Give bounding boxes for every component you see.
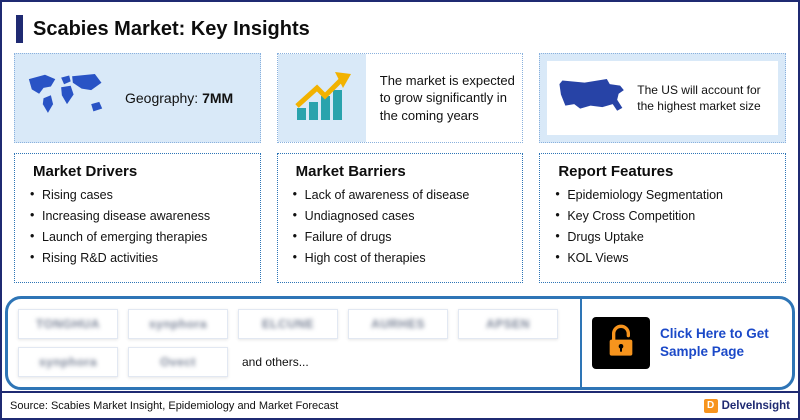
logo-text: synphora <box>148 317 207 331</box>
logo-text: TONGHUA <box>36 317 100 331</box>
panel-report-features: Report Features Epidemiology Segmentatio… <box>539 153 787 283</box>
logo-text: APSEN <box>486 317 530 331</box>
list-item: Failure of drugs <box>290 229 511 244</box>
list-item: Rising cases <box>27 187 248 202</box>
cta-label[interactable]: Click Here to Get Sample Page <box>660 325 769 359</box>
panel-title: Market Drivers <box>33 163 138 180</box>
geography-value: 7MM <box>202 89 234 106</box>
logo-text: AURHES <box>371 317 425 331</box>
growth-icon-panel <box>277 54 366 142</box>
features-list: Epidemiology Segmentation Key Cross Comp… <box>552 187 773 265</box>
company-logo: Ovect <box>128 347 228 377</box>
panel-market-barriers: Market Barriers Lack of awareness of dis… <box>276 153 524 283</box>
highlights-row: Geography: 7MM The market is expected to… <box>2 50 798 143</box>
panel-title: Market Barriers <box>295 163 406 180</box>
unlocked-padlock-icon <box>601 321 641 366</box>
company-logo: ELCUNE <box>238 309 338 339</box>
company-logo: TONGHUA <box>18 309 118 339</box>
highlight-geography-card: Geography: 7MM <box>14 53 261 143</box>
list-item: Rising R&D activities <box>27 250 248 265</box>
footer: Source: Scabies Market Insight, Epidemio… <box>2 391 798 418</box>
company-logo: synphora <box>18 347 118 377</box>
world-map-icon <box>23 68 111 129</box>
delveinsight-logo-icon: D <box>703 398 718 413</box>
geography-text: Geography: 7MM <box>119 89 239 108</box>
list-item: Epidemiology Segmentation <box>552 187 773 202</box>
panel-market-drivers: Market Drivers Rising cases Increasing d… <box>14 153 261 283</box>
company-logos: TONGHUA synphora ELCUNE AURHES APSEN syn… <box>8 299 580 387</box>
growth-chart-icon <box>291 70 353 127</box>
growth-text: The market is expected to grow significa… <box>379 72 515 123</box>
page-title: Scabies Market: Key Insights <box>33 17 310 40</box>
logo-row-2: synphora Ovect and others... <box>18 347 570 377</box>
panel-title: Report Features <box>558 163 674 180</box>
delveinsight-logo: D DelveInsight <box>703 398 790 413</box>
logo-text: synphora <box>38 355 97 369</box>
company-logo: synphora <box>128 309 228 339</box>
geography-label: Geography: <box>125 89 203 106</box>
logo-row-1: TONGHUA synphora ELCUNE AURHES APSEN <box>18 309 570 339</box>
highlight-growth-card: The market is expected to grow significa… <box>276 53 524 143</box>
list-item: Undiagnosed cases <box>290 208 511 223</box>
companies-band: TONGHUA synphora ELCUNE AURHES APSEN syn… <box>5 296 795 390</box>
logo-text: ELCUNE <box>261 317 315 331</box>
drivers-list: Rising cases Increasing disease awarenes… <box>27 187 248 265</box>
list-item: Key Cross Competition <box>552 208 773 223</box>
us-inner-card: The US will account for the highest mark… <box>547 61 778 135</box>
company-logo: AURHES <box>348 309 448 339</box>
sample-page-cta[interactable]: Click Here to Get Sample Page <box>580 299 792 387</box>
brand-name: DelveInsight <box>721 399 790 412</box>
panels-row: Market Drivers Rising cases Increasing d… <box>2 143 798 283</box>
source-text: Source: Scabies Market Insight, Epidemio… <box>10 399 339 412</box>
title-accent-bar <box>16 15 23 43</box>
list-item: KOL Views <box>552 250 773 265</box>
list-item: Launch of emerging therapies <box>27 229 248 244</box>
us-map-icon <box>555 73 629 124</box>
list-item: Lack of awareness of disease <box>290 187 511 202</box>
list-item: Increasing disease awareness <box>27 208 248 223</box>
list-item: High cost of therapies <box>290 250 511 265</box>
company-logo: APSEN <box>458 309 558 339</box>
list-item: Drugs Uptake <box>552 229 773 244</box>
lock-icon-box[interactable] <box>592 317 650 369</box>
highlight-us-card: The US will account for the highest mark… <box>539 53 786 143</box>
and-others-label: and others... <box>242 355 309 369</box>
us-text: The US will account for the highest mark… <box>637 82 761 113</box>
logo-text: Ovect <box>160 355 196 369</box>
header: Scabies Market: Key Insights <box>2 2 798 50</box>
barriers-list: Lack of awareness of disease Undiagnosed… <box>290 187 511 265</box>
